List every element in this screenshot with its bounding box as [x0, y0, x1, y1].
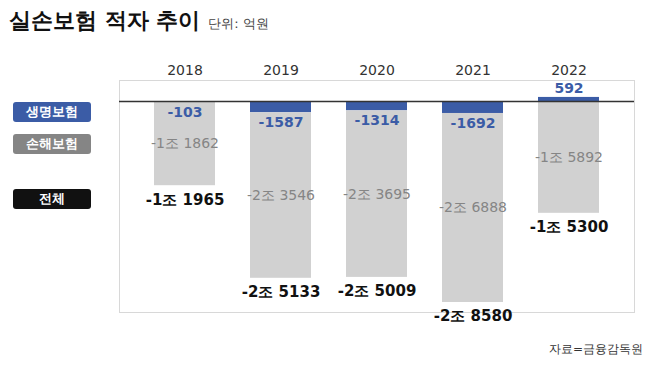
svg-text:592: 592 — [554, 80, 583, 96]
svg-text:-2조 6888: -2조 6888 — [439, 199, 507, 215]
html-text:손해보험: 손해보험 — [26, 135, 78, 151]
svg-text:-2조 5133: -2조 5133 — [242, 283, 321, 301]
svg-text:-1조 5892: -1조 5892 — [535, 149, 603, 165]
svg-text:-2조 8580: -2조 8580 — [434, 307, 513, 325]
svg-text:-103: -103 — [167, 104, 202, 120]
svg-text:-1692: -1692 — [451, 115, 496, 131]
svg-text:-1조 5300: -1조 5300 — [530, 218, 609, 236]
svg-text:-2조 3546: -2조 3546 — [247, 187, 315, 203]
svg-text:2020: 2020 — [359, 62, 395, 78]
html-text:전체: 전체 — [39, 191, 65, 207]
html-text:생명보험: 생명보험 — [26, 103, 78, 119]
svg-text:-1314: -1314 — [355, 112, 400, 128]
svg-text:2018: 2018 — [167, 62, 203, 78]
svg-text:-2조 3695: -2조 3695 — [343, 186, 411, 202]
svg-text:2019: 2019 — [263, 62, 299, 78]
html-text:실손보험 적자 추이 단위: 억원: 실손보험 적자 추이 단위: 억원 — [9, 8, 269, 33]
svg-text:2021: 2021 — [455, 62, 491, 78]
svg-text:-1587: -1587 — [259, 114, 304, 130]
svg-text:-1조 1862: -1조 1862 — [151, 135, 219, 151]
svg-text:-1조 1965: -1조 1965 — [146, 191, 225, 209]
html-text:자료=금융감독원: 자료=금융감독원 — [548, 342, 643, 356]
svg-text:-2조 5009: -2조 5009 — [338, 282, 417, 300]
svg-text:2022: 2022 — [551, 62, 587, 78]
